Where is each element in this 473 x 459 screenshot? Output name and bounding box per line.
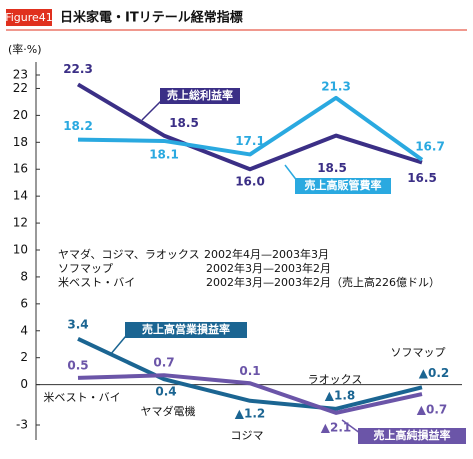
value-label: 3.4: [67, 317, 88, 331]
value-label: 18.1: [149, 147, 179, 161]
category-label: ソフマップ: [391, 346, 446, 359]
y-tick-label: 10: [13, 243, 28, 257]
category-label: ヤマダ電機: [141, 404, 196, 418]
value-label: ▲0.2: [419, 366, 450, 380]
value-label: 0.5: [67, 358, 88, 372]
note-label: ヤマダ、コジマ、ラオックス: [58, 247, 200, 261]
y-tick-label: 23: [13, 68, 28, 82]
y-tick-label: 0: [20, 377, 28, 391]
category-label: コジマ: [231, 429, 264, 442]
value-label: 16.5: [407, 171, 437, 185]
legend-label: 売上高営業損益率: [142, 322, 230, 336]
y-tick-label: 2: [20, 350, 28, 364]
value-label: ▲1.8: [325, 388, 356, 402]
value-label: 18.2: [63, 119, 93, 133]
chart-title: 日米家電・ITリテール経常指標: [60, 10, 243, 26]
value-label: 18.5: [317, 161, 347, 175]
series-line: [76, 82, 423, 172]
value-label: 21.3: [321, 79, 351, 93]
y-tick-label: 4: [20, 323, 28, 337]
note-label: 米ベスト・バイ: [58, 276, 135, 289]
note-period: 2002年3月—2003年2月（売上高226億ドル）: [206, 275, 440, 289]
y-tick-label: 8: [20, 269, 28, 283]
value-label: ▲0.7: [417, 403, 448, 417]
note-period: 2002年4月—2003年3月: [204, 247, 329, 261]
value-label: 0.1: [239, 364, 260, 378]
note-label: ソフマップ: [58, 262, 113, 275]
y-tick-label: 16: [13, 162, 28, 176]
badge-bg: [6, 9, 52, 26]
y-tick-label: -3: [16, 418, 28, 432]
legend-label: 売上総利益率: [167, 88, 233, 102]
y-tick-label: 6: [20, 296, 28, 310]
y-tick-label: 18: [13, 135, 28, 149]
category-label: 米ベスト・バイ: [43, 391, 120, 404]
series-line: [77, 95, 424, 162]
value-label: 18.5: [169, 116, 199, 130]
series-line: [77, 337, 423, 411]
category-label: ラオックス: [308, 373, 363, 386]
value-label: 0.4: [155, 385, 176, 399]
legend-label: 売上高販管費率: [305, 178, 382, 192]
callout-box: [295, 178, 391, 194]
value-label: ▲2.1: [321, 420, 352, 434]
value-label: 16.0: [235, 175, 265, 189]
y-tick-label: 12: [13, 216, 28, 230]
callout-box: [125, 322, 247, 338]
value-label: 22.3: [63, 62, 93, 76]
y-axis-label: (率·%): [8, 42, 42, 56]
legend-label: 売上高純損益率: [374, 428, 451, 442]
value-label: 16.7: [415, 139, 445, 153]
value-label: ▲1.2: [235, 406, 266, 420]
callout-box: [358, 428, 466, 444]
y-tick-label: 20: [13, 108, 28, 122]
value-label: 17.1: [235, 134, 265, 148]
note-period: 2002年3月—2003年2月: [206, 261, 331, 275]
series-line: [77, 373, 423, 415]
y-tick-label: 14: [13, 189, 28, 203]
badge: Figure41: [5, 11, 53, 24]
callout-box: [160, 88, 240, 104]
value-label: 0.7: [153, 356, 174, 370]
y-tick-label: 22: [13, 81, 28, 95]
